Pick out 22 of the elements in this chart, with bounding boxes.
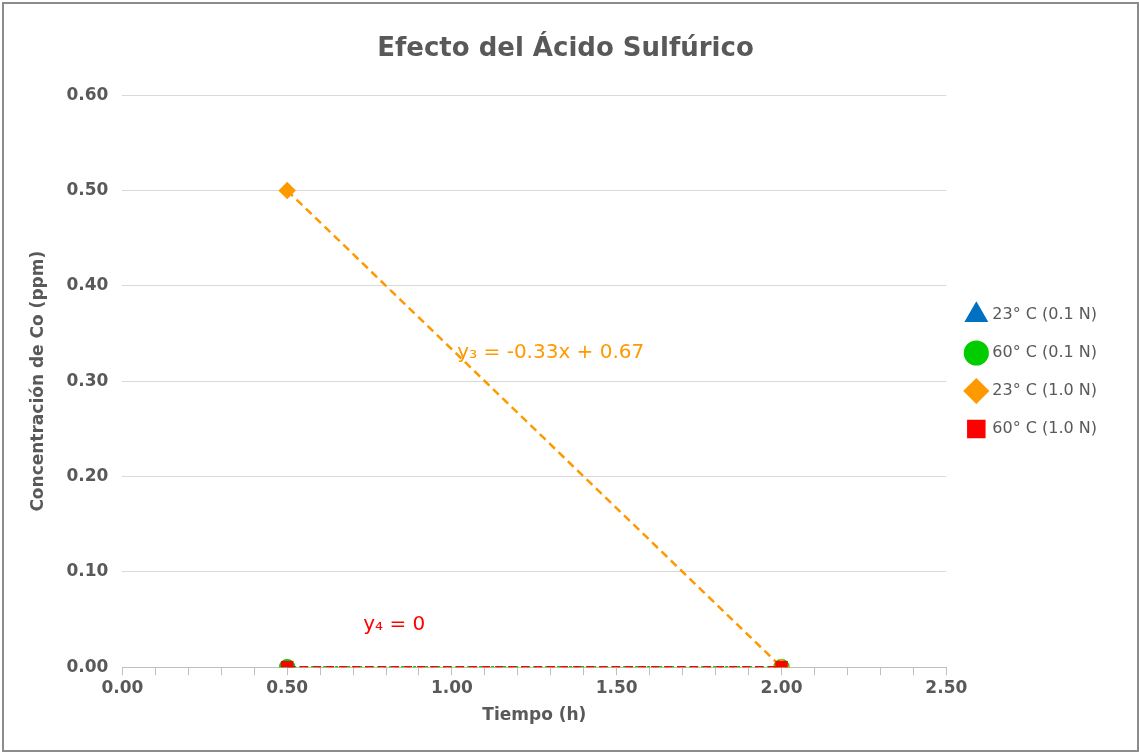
x-tick-label: 0.50	[266, 676, 309, 697]
y-tick-label: 0.40	[66, 274, 109, 295]
chart-title: Efecto del Ácido Sulfúrico	[377, 31, 754, 63]
legend-label: 23° C (0.1 N)	[992, 304, 1097, 324]
x-tick-label: 1.00	[430, 676, 474, 697]
x-tick-label: 2.00	[760, 676, 803, 697]
y-axis-title: Concentración de Co (ppm)	[26, 250, 47, 512]
y-tick-label: 0.50	[66, 178, 109, 199]
y-tick-label: 0.10	[66, 560, 109, 581]
x-axis-title: Tiempo (h)	[482, 704, 587, 725]
legend-label: 60° C (0.1 N)	[992, 342, 1097, 362]
x-tick-label: 0.00	[101, 676, 144, 697]
annotation: y₄ = 0	[363, 610, 426, 635]
x-tick-label: 2.50	[925, 676, 968, 697]
y-tick-label: 0.00	[66, 655, 109, 676]
annotation: y₃ = -0.33x + 0.67	[457, 338, 645, 363]
y-tick-label: 0.30	[66, 369, 109, 390]
legend-label: 23° C (1.0 N)	[992, 380, 1097, 400]
legend-label: 60° C (1.0 N)	[992, 418, 1097, 438]
y-tick-label: 0.20	[66, 464, 109, 485]
x-tick-label: 1.50	[595, 676, 638, 697]
y-tick-label: 0.60	[66, 83, 109, 104]
